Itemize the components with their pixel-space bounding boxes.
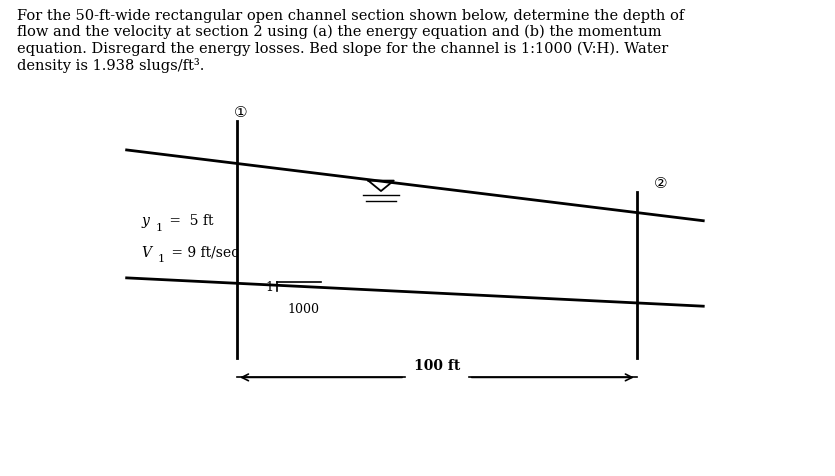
Text: For the 50-ft-wide rectangular open channel section shown below, determine the d: For the 50-ft-wide rectangular open chan… [18,9,685,73]
Text: V: V [141,245,151,259]
Text: 1: 1 [265,280,273,293]
Text: ①: ① [235,105,248,119]
Text: 1: 1 [157,254,164,264]
Text: ②: ② [655,176,668,191]
Text: y: y [141,214,149,228]
Text: =  5 ft: = 5 ft [165,214,214,228]
Text: 1: 1 [155,222,163,232]
Text: = 9 ft/sec: = 9 ft/sec [167,245,239,259]
Text: 100 ft: 100 ft [414,358,460,372]
Text: 1000: 1000 [287,303,320,316]
